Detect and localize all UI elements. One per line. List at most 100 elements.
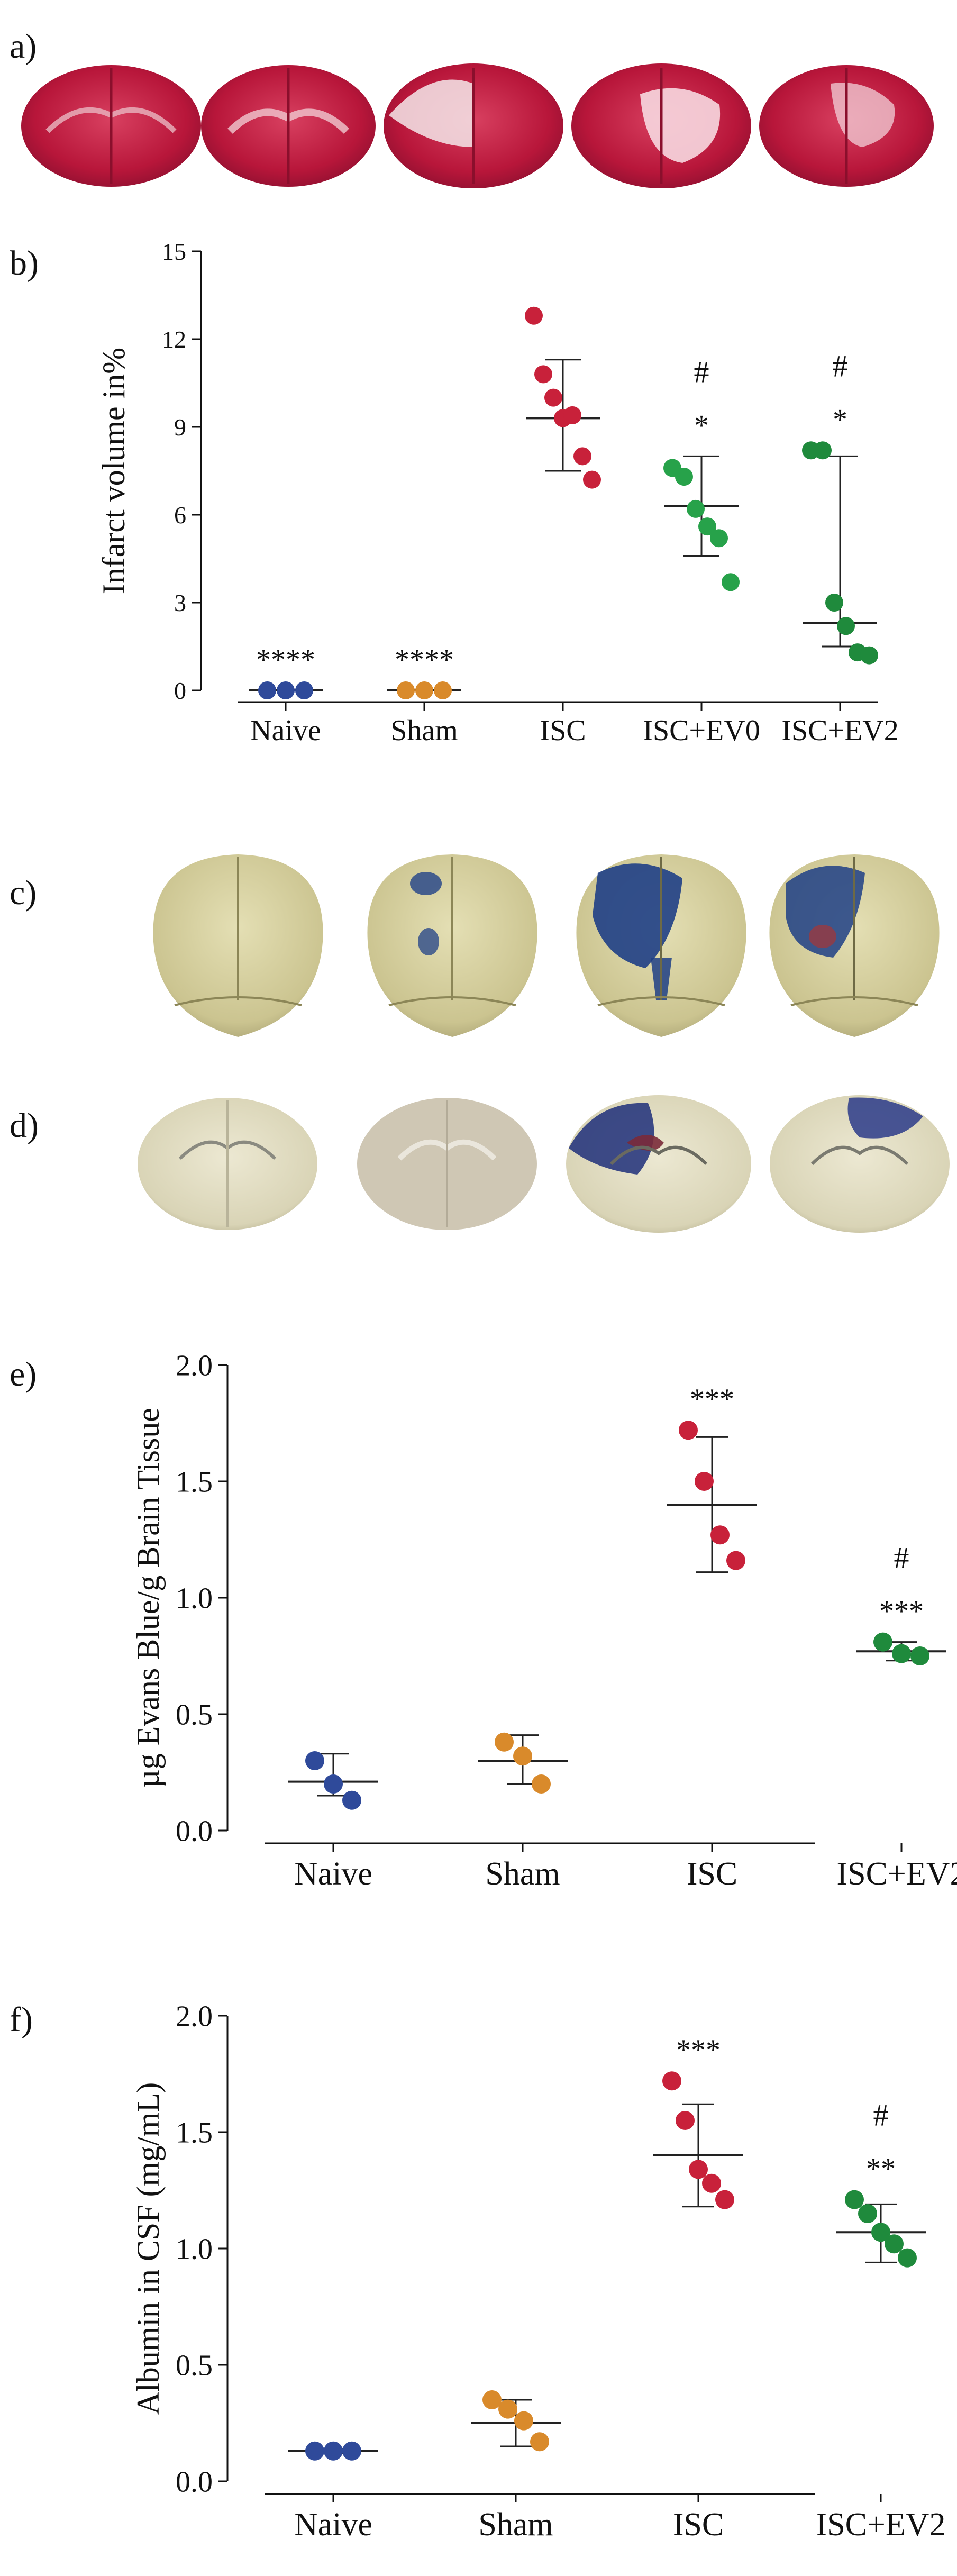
data-point [277,681,295,699]
coronal-section-4 [770,1095,950,1233]
significance-mark: # [833,349,848,383]
significance-mark: # [694,354,709,389]
significance-mark: **** [256,643,315,676]
y-tick-label: 1.5 [176,1466,213,1499]
data-point [710,1525,730,1545]
y-axis-label: µg Evans Blue/g Brain Tissue [131,1408,166,1788]
y-tick-label: 0.0 [176,1815,213,1848]
data-point [845,2190,864,2209]
panel-a-label: a) [10,27,37,66]
significance-mark: *** [879,1595,924,1628]
panel-e-label: e) [10,1355,37,1394]
data-point [397,681,415,699]
coronal-section-3 [566,1095,751,1233]
y-tick-label: 6 [174,502,186,529]
whole-brain-photo-row [153,854,940,1037]
x-tick-label: Sham [390,714,458,747]
y-tick-label: 0.5 [176,2350,213,2382]
data-point [715,2190,734,2209]
data-point [858,2204,877,2223]
data-point [687,499,705,518]
significance-mark: * [833,403,847,436]
brain-section-1 [21,65,201,187]
data-point [573,447,591,466]
x-tick-label: ISC+EV2 [781,714,898,747]
whole-brain-2 [367,854,537,1037]
brain-section-4 [571,63,751,188]
data-point [324,2441,343,2461]
y-tick-label: 1.0 [176,1582,213,1615]
x-tick-label: Naive [250,714,321,747]
significance-mark: ** [866,2153,896,2186]
y-tick-label: 1.5 [176,2117,213,2150]
significance-mark: # [873,2098,889,2133]
brain-section-5 [759,65,934,187]
y-tick-label: 2.0 [176,2000,213,2033]
data-point [873,1632,892,1652]
whole-brain-1 [153,854,323,1037]
y-tick-label: 0.0 [176,2466,213,2499]
data-point [722,573,740,591]
data-point [342,2441,361,2461]
data-point [498,2399,517,2419]
y-axis-label: Albumin in CSF (mg/mL) [131,2082,166,2415]
data-point [534,365,552,384]
data-point [305,2441,324,2461]
x-tick-label: ISC [687,1856,737,1892]
albumin-csf-chart: 0.0 0.5 1.0 1.5 2.0 Albumin in CSF (mg/mL) Nai… [131,2000,946,2543]
data-point [698,517,716,536]
data-point [689,2160,708,2179]
x-tick-label: Sham [478,2507,553,2543]
data-point [342,1790,361,1810]
significance-mark: * [694,409,709,442]
data-point [726,1551,745,1570]
data-point [513,1746,532,1766]
data-point [583,470,601,489]
panel-b-label: b) [10,244,39,283]
significance-mark: *** [690,1383,734,1416]
data-point [885,2234,904,2254]
data-point [482,2390,502,2409]
data-point [702,2173,721,2193]
y-tick-label: 1.0 [176,2233,213,2266]
data-point [415,681,433,699]
x-tick-label: Sham [485,1856,560,1892]
x-tick-label: Naive [294,1856,372,1892]
data-point [676,2111,695,2130]
x-tick-label: Naive [294,2507,372,2543]
data-point [305,1751,324,1770]
x-tick-label: ISC [540,714,586,747]
brain-section-2 [201,65,376,187]
y-tick-label: 9 [174,414,186,441]
data-point [324,1774,343,1794]
y-axis-label: Infarct volume in% [96,348,131,595]
data-point [860,646,878,665]
panel-f-label: f) [10,2000,33,2039]
data-point [662,2071,681,2091]
data-point [679,1421,698,1440]
panel-d-label: d) [10,1106,39,1145]
data-point [544,388,562,407]
brain-section-3 [384,63,563,188]
whole-brain-4 [769,854,940,1037]
x-tick-label: ISC+EV2 [836,1856,957,1892]
y-tick-label: 0.5 [176,1699,213,1732]
x-tick-label: ISC [673,2507,724,2543]
data-point [495,1732,514,1752]
significance-mark: *** [676,2034,721,2067]
y-tick-label: 15 [162,238,186,265]
data-point [814,441,832,460]
coronal-section-2 [357,1098,537,1230]
significance-mark: # [894,1541,909,1575]
x-tick-label: ISC+EV2 [816,2507,945,2543]
data-point [710,529,728,548]
data-point [898,2248,917,2268]
data-point [434,681,452,699]
data-point [871,2223,890,2242]
ttc-photo-row [21,63,934,188]
coronal-photo-row [138,1095,950,1233]
y-tick-label: 12 [162,326,186,353]
data-point [825,594,843,612]
data-point [532,1774,551,1794]
data-point [530,2432,549,2452]
